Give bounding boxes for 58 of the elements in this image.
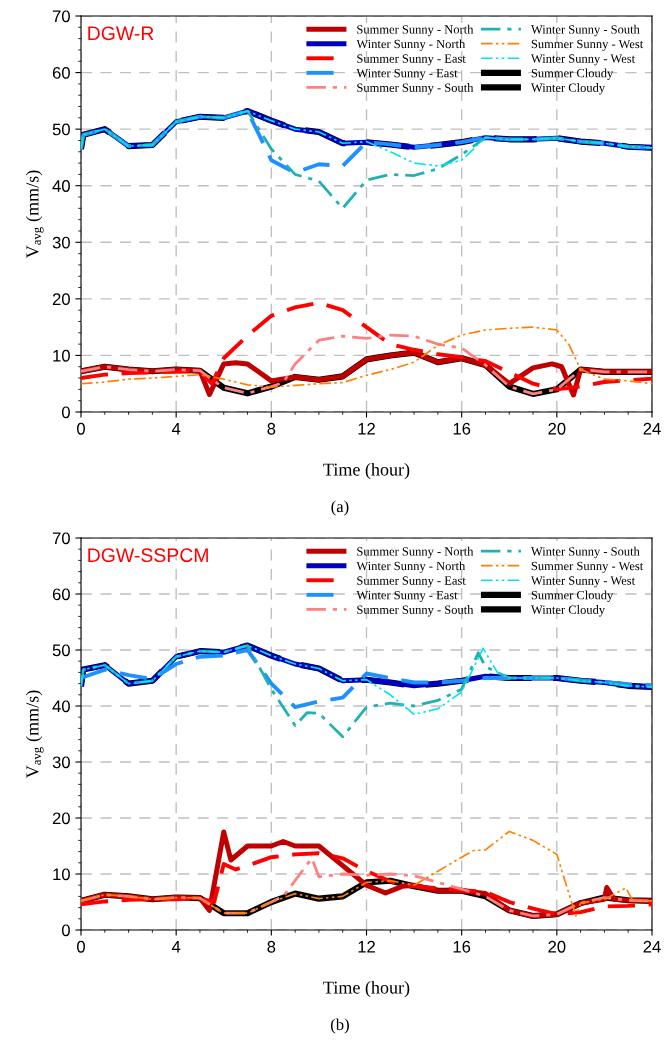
legend-label: Winter Sunny - North — [356, 39, 466, 51]
legend-label: Summer Sunny - South — [357, 83, 474, 95]
y-tick-label: 30 — [52, 236, 70, 249]
x-axis-title: Time (hour) — [323, 462, 410, 480]
legend-label: Summer Sunny - North — [357, 546, 474, 559]
legend-label: Winter Sunny - East — [356, 68, 458, 80]
legend-label: Winter Sunny - West — [530, 576, 636, 588]
y-tick-label: 10 — [53, 868, 70, 881]
x-tick-label: 20 — [548, 940, 566, 953]
y-tick-label: 30 — [52, 756, 70, 769]
y-tick-label: 20 — [52, 293, 70, 306]
y-tick-label: 70 — [52, 532, 70, 545]
y-tick-label: 60 — [52, 66, 70, 79]
legend-label: Winter Sunny - West — [530, 54, 636, 66]
legend-label: Winter Sunny - North — [356, 561, 466, 573]
y-axis-title: V$_{avg}$ (mm/s) — [25, 170, 44, 259]
legend-label: Summer Cloudy — [531, 590, 614, 602]
y-tick-label: 70 — [52, 10, 70, 23]
x-tick-label: 24 — [643, 940, 661, 953]
y-axis-title: V$_{avg}$ (mm/s) — [25, 690, 44, 779]
legend-label: Summer Sunny - North — [357, 24, 474, 37]
x-tick-label: 4 — [171, 423, 181, 435]
x-tick-label: 20 — [548, 422, 566, 435]
text: (a) — [331, 500, 349, 516]
legend-label: Winter Sunny - East — [356, 590, 458, 602]
x-tick-label: 12 — [358, 940, 375, 953]
y-tick-label: 40 — [52, 700, 70, 713]
annotation: DGW-R — [88, 26, 154, 41]
x-tick-label: 0 — [77, 422, 85, 435]
y-tick-label: 50 — [52, 123, 70, 136]
legend-label: Summer Sunny - South — [357, 605, 474, 617]
y-tick-label: 0 — [61, 924, 70, 937]
x-tick-label: 24 — [643, 422, 661, 435]
legend-label: Winter Sunny - South — [530, 546, 640, 559]
x-axis-title: Time (hour) — [323, 980, 410, 998]
y-tick-label: 60 — [52, 588, 70, 601]
x-tick-label: 16 — [453, 422, 471, 435]
x-tick-label: 16 — [453, 940, 471, 953]
x-tick-label: 0 — [77, 940, 85, 953]
y-tick-label: 10 — [53, 349, 70, 362]
text: (b) — [330, 1018, 349, 1034]
legend-label: Summer Sunny - East — [357, 54, 466, 66]
legend-label: Winter Cloudy — [530, 83, 606, 95]
x-tick-label: 12 — [358, 422, 375, 435]
y-tick-label: 20 — [52, 812, 70, 825]
x-tick-label: 8 — [267, 422, 276, 435]
y-tick-label: 40 — [52, 180, 70, 192]
legend-label: Summer Sunny - West — [531, 39, 644, 51]
legend-label: Summer Sunny - East — [357, 576, 466, 588]
x-tick-label: 4 — [171, 941, 181, 953]
legend-label: Summer Sunny - West — [531, 561, 644, 573]
y-tick-label: 50 — [52, 644, 70, 657]
x-tick-label: 8 — [267, 940, 276, 953]
legend-label: Summer Cloudy — [531, 68, 614, 80]
legend-label: Winter Sunny - South — [530, 24, 640, 37]
annotation: DGW-SSPCM — [88, 548, 208, 563]
y-tick-label: 0 — [61, 406, 70, 419]
legend-label: Winter Cloudy — [530, 605, 606, 617]
